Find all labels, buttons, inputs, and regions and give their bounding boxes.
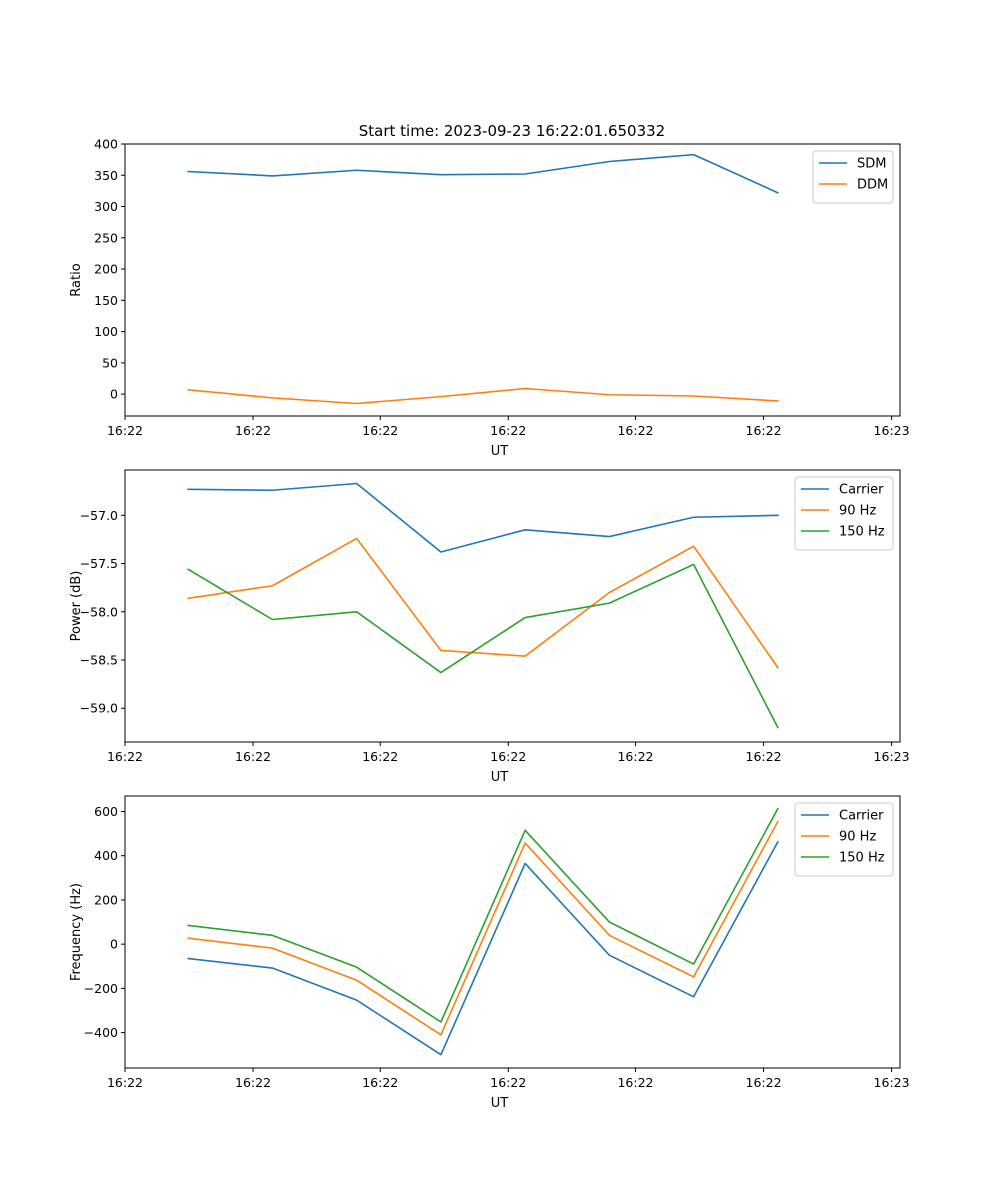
- y-tick-label: 100: [94, 324, 118, 339]
- y-tick-label: 400: [94, 137, 118, 152]
- figure-title: Start time: 2023-09-23 16:22:01.650332: [359, 122, 665, 140]
- series-line-carrier: [187, 482, 779, 553]
- axes-frame: [124, 143, 901, 417]
- x-tick-label: 16:22: [235, 1075, 271, 1090]
- legend: SDM DDM: [812, 150, 894, 204]
- ratio-panel: 16:22 16:22 16:22 16:22 16:22 16:22 16:23 0 50 10…: [69, 137, 910, 460]
- y-tick-label: 50: [102, 355, 118, 370]
- legend-box: [812, 150, 894, 204]
- axes-frame: [124, 795, 901, 1069]
- series-line-90-hz: [187, 537, 779, 669]
- x-tick-label: 16:22: [490, 1075, 526, 1090]
- x-tick-label: 16:22: [362, 423, 398, 438]
- legend: Carrier 90 Hz 150 Hz: [794, 802, 894, 877]
- series-line-sdm: [187, 153, 779, 194]
- y-tick-label: −59.0: [80, 701, 118, 716]
- x-tick-label: 16:22: [746, 423, 782, 438]
- y-tick-label: −57.5: [80, 556, 118, 571]
- y-tick-label: −57.0: [80, 508, 118, 523]
- x-tick-label: 16:22: [746, 749, 782, 764]
- y-tick-label: 300: [94, 199, 118, 214]
- x-tick-label: 16:22: [490, 749, 526, 764]
- x-tick-label: 16:23: [874, 749, 910, 764]
- legend: Carrier 90 Hz 150 Hz: [794, 476, 894, 551]
- x-tick-label: 16:22: [490, 423, 526, 438]
- y-axis-label: Power (dB): [69, 571, 84, 642]
- axes-frame: [124, 469, 901, 743]
- y-tick-label: 0: [110, 937, 118, 952]
- y-tick-label: 200: [94, 262, 118, 277]
- y-tick-label: −400: [84, 1025, 118, 1040]
- x-tick-label: 16:22: [617, 1075, 653, 1090]
- x-tick-label: 16:23: [874, 423, 910, 438]
- x-tick-label: 16:22: [235, 749, 271, 764]
- y-tick-label: 350: [94, 168, 118, 183]
- y-tick-label: −58.0: [80, 604, 118, 619]
- x-tick-label: 16:22: [362, 1075, 398, 1090]
- frequency-panel: 16:22 16:22 16:22 16:22 16:22 16:22 16:23 −400 −…: [69, 795, 910, 1111]
- x-axis-label: UT: [491, 444, 509, 459]
- x-tick-label: 16:22: [107, 749, 143, 764]
- legend-label-carrier: Carrier: [839, 809, 884, 824]
- x-tick-label: 16:22: [362, 749, 398, 764]
- x-tick-label: 16:23: [874, 1075, 910, 1090]
- x-tick-label: 16:22: [107, 423, 143, 438]
- y-tick-label: −200: [84, 981, 118, 996]
- y-tick-label: 150: [94, 293, 118, 308]
- y-tick-label: 250: [94, 230, 118, 245]
- y-axis-label: Frequency (Hz): [69, 883, 84, 981]
- y-tick-label: 400: [94, 848, 118, 863]
- series-line-150-hz: [187, 807, 779, 1023]
- x-tick-label: 16:22: [617, 423, 653, 438]
- y-tick-label: 0: [110, 387, 118, 402]
- x-axis-label: UT: [491, 1096, 509, 1111]
- series-line-ddm: [187, 387, 779, 405]
- y-tick-label: 200: [94, 892, 118, 907]
- y-tick-label: 600: [94, 804, 118, 819]
- legend-label-90-hz: 90 Hz: [839, 504, 876, 519]
- power-panel: 16:22 16:22 16:22 16:22 16:22 16:22 16:23 −57.0…: [69, 469, 910, 785]
- legend-label-90-hz: 90 Hz: [839, 830, 876, 845]
- series-line-carrier: [187, 840, 779, 1056]
- x-tick-label: 16:22: [617, 749, 653, 764]
- x-tick-label: 16:22: [107, 1075, 143, 1090]
- series-line-150-hz: [187, 563, 779, 729]
- y-axis-label: Ratio: [69, 263, 84, 296]
- x-tick-label: 16:22: [746, 1075, 782, 1090]
- x-axis-label: UT: [491, 770, 509, 785]
- series-line-90-hz: [187, 820, 779, 1036]
- x-tick-label: 16:22: [235, 423, 271, 438]
- y-tick-label: −58.5: [80, 653, 118, 668]
- legend-label-carrier: Carrier: [839, 483, 884, 498]
- legend-label-ddm: DDM: [857, 178, 888, 193]
- legend-label-150-hz: 150 Hz: [839, 851, 885, 866]
- legend-label-sdm: SDM: [857, 157, 886, 172]
- legend-label-150-hz: 150 Hz: [839, 525, 885, 540]
